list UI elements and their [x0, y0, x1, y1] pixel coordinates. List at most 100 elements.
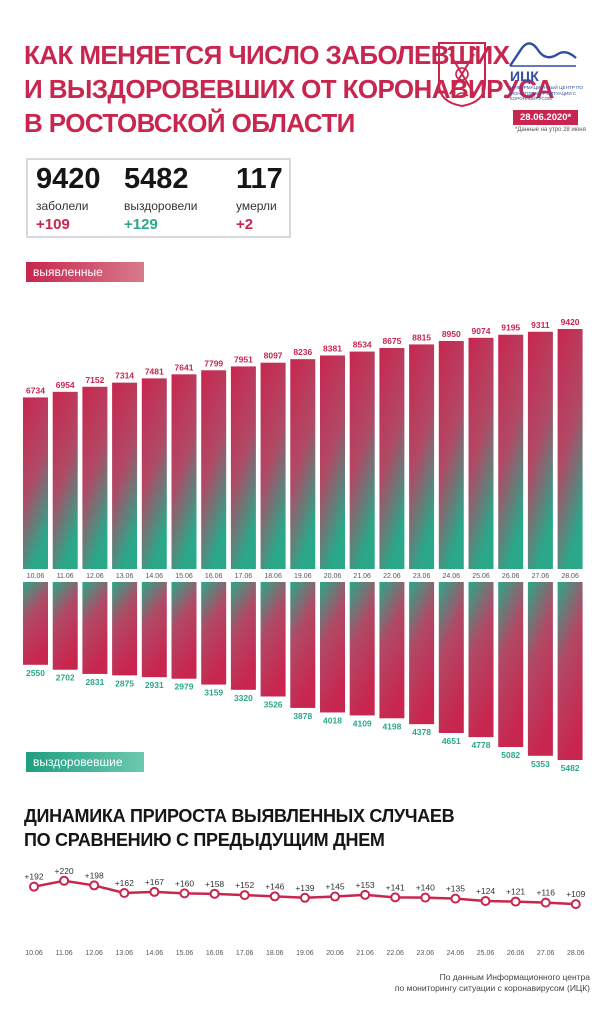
cases-recovered-bar-chart: 6734 10.06 2550 6954 11.06 2702 7152 12.06 2831 7… — [23, 317, 583, 773]
cases-value-label: 6954 — [56, 380, 75, 390]
cases-value-label: 7481 — [145, 366, 164, 376]
ick-logo-subtitle: ИНФОРМАЦИОННЫЙ ЦЕНТР ПО МОНИТОРИНГУ СИТУ… — [510, 85, 583, 101]
cases-legend-band: выявленные случаи — [26, 262, 144, 299]
cases-value-label: 8534 — [353, 340, 372, 350]
cases-value-label: 8950 — [442, 329, 461, 339]
coat-of-arms-icon — [438, 42, 486, 108]
date-tick-label: 21.06 — [353, 573, 371, 580]
date-tick-label: 28.06 — [567, 950, 585, 957]
date-tick-label: 23.06 — [413, 573, 431, 580]
recovered-value-label: 4778 — [472, 740, 491, 750]
increase-value-label: +135 — [446, 884, 465, 894]
recovered-value-label: 2979 — [175, 682, 194, 692]
recovered-value-label: 2875 — [115, 678, 134, 688]
date-tick-label: 15.06 — [176, 950, 194, 957]
increase-point — [119, 887, 130, 898]
increase-value-label: +140 — [416, 883, 435, 893]
cases-bar — [141, 378, 167, 569]
increase-value-label: +162 — [115, 878, 134, 888]
stat-cases-value: 9420 — [36, 163, 101, 195]
increase-point — [179, 888, 190, 899]
cases-bar — [290, 359, 316, 569]
date-tick-label: 22.06 — [386, 950, 404, 957]
increase-point — [239, 890, 250, 901]
recovered-bar — [438, 582, 464, 734]
recovered-bar — [171, 582, 197, 679]
increase-point — [480, 895, 491, 906]
recovered-value-label: 2831 — [85, 677, 104, 687]
recovered-value-label: 2702 — [56, 673, 75, 683]
date-tick-label: 10.06 — [27, 573, 45, 580]
cases-bar — [557, 329, 583, 569]
stat-cases: 9420 заболели +109 — [36, 162, 101, 233]
increase-value-label: +158 — [205, 879, 224, 889]
recovered-bar — [23, 582, 48, 665]
recovered-bar — [557, 582, 583, 760]
increase-point — [420, 892, 431, 903]
cases-bar — [82, 386, 108, 569]
increase-point — [209, 888, 220, 899]
trend-title: ДИНАМИКА ПРИРОСТА ВЫЯВЛЕННЫХ СЛУЧАЕВ ПО … — [24, 804, 455, 852]
date-tick-label: 11.06 — [57, 573, 74, 580]
cases-bar — [260, 362, 286, 569]
increase-value-label: +192 — [24, 872, 43, 882]
date-tick-label: 24.06 — [447, 950, 465, 957]
date-tick-label: 13.06 — [116, 573, 134, 580]
recovered-value-label: 2550 — [26, 668, 45, 678]
increase-value-label: +167 — [145, 877, 164, 887]
date-tick-label: 26.06 — [502, 573, 520, 580]
increase-value-label: +141 — [386, 882, 405, 892]
title-line-1: КАК МЕНЯЕТСЯ ЧИСЛО ЗАБОЛЕВШИХ — [24, 40, 510, 70]
increase-value-label: +198 — [85, 870, 104, 880]
date-tick-label: 13.06 — [116, 950, 134, 957]
recovered-bar — [201, 582, 227, 685]
date-tick-label: 19.06 — [294, 573, 312, 580]
date-badge: 28.06.2020* — [513, 110, 579, 125]
cases-bar — [498, 334, 524, 569]
stat-recovered: 5482 выздоровели +129 — [124, 162, 197, 233]
stat-recovered-delta: +129 — [124, 216, 158, 233]
recovered-bar — [498, 582, 524, 748]
cases-bar — [230, 366, 256, 569]
date-tick-label: 28.06 — [561, 573, 579, 580]
recovered-value-label: 5353 — [531, 759, 550, 769]
cases-bar — [112, 382, 138, 569]
cases-value-label: 6734 — [26, 385, 45, 395]
recovered-legend-band: выздоровевшие — [26, 752, 144, 772]
increase-point — [59, 875, 70, 886]
recovered-bar — [468, 582, 494, 738]
cases-value-label: 7152 — [85, 375, 104, 385]
cases-bar — [379, 347, 405, 569]
increase-point — [570, 899, 581, 910]
increase-point — [299, 892, 310, 903]
summary-stats: 9420 заболели +109 5482 выздоровели +129… — [26, 158, 291, 238]
increase-value-label: +152 — [235, 880, 254, 890]
cases-value-label: 8675 — [382, 336, 401, 346]
date-tick-label: 27.06 — [532, 573, 550, 580]
recovered-bar — [409, 582, 435, 725]
increase-point — [540, 897, 551, 908]
increase-value-label: +116 — [536, 888, 555, 898]
stat-cases-label: заболели — [36, 199, 89, 213]
recovered-bar — [290, 582, 316, 708]
recovered-value-label: 5082 — [501, 750, 520, 760]
recovered-value-label: 3526 — [264, 699, 283, 709]
stat-deaths-delta: +2 — [236, 216, 254, 233]
date-tick-label: 18.06 — [266, 950, 284, 957]
cases-value-label: 8236 — [293, 347, 312, 357]
recovered-value-label: 2931 — [145, 680, 164, 690]
cases-value-label: 8381 — [323, 343, 342, 353]
cases-value-label: 9195 — [501, 323, 520, 333]
stat-recovered-value: 5482 — [124, 163, 189, 195]
increase-point — [510, 896, 521, 907]
increase-point — [89, 880, 100, 891]
date-tick-label: 14.06 — [146, 950, 164, 957]
source-line-2: по мониторингу ситуации с коронавирусом … — [394, 983, 590, 993]
recovered-bar — [260, 582, 286, 697]
date-tick-label: 17.06 — [235, 573, 253, 580]
date-tick-label: 22.06 — [383, 573, 401, 580]
date-tick-label: 21.06 — [356, 950, 374, 957]
stat-recovered-label: выздоровели — [124, 199, 198, 213]
date-tick-label: 12.06 — [86, 573, 104, 580]
increase-point — [330, 891, 340, 902]
